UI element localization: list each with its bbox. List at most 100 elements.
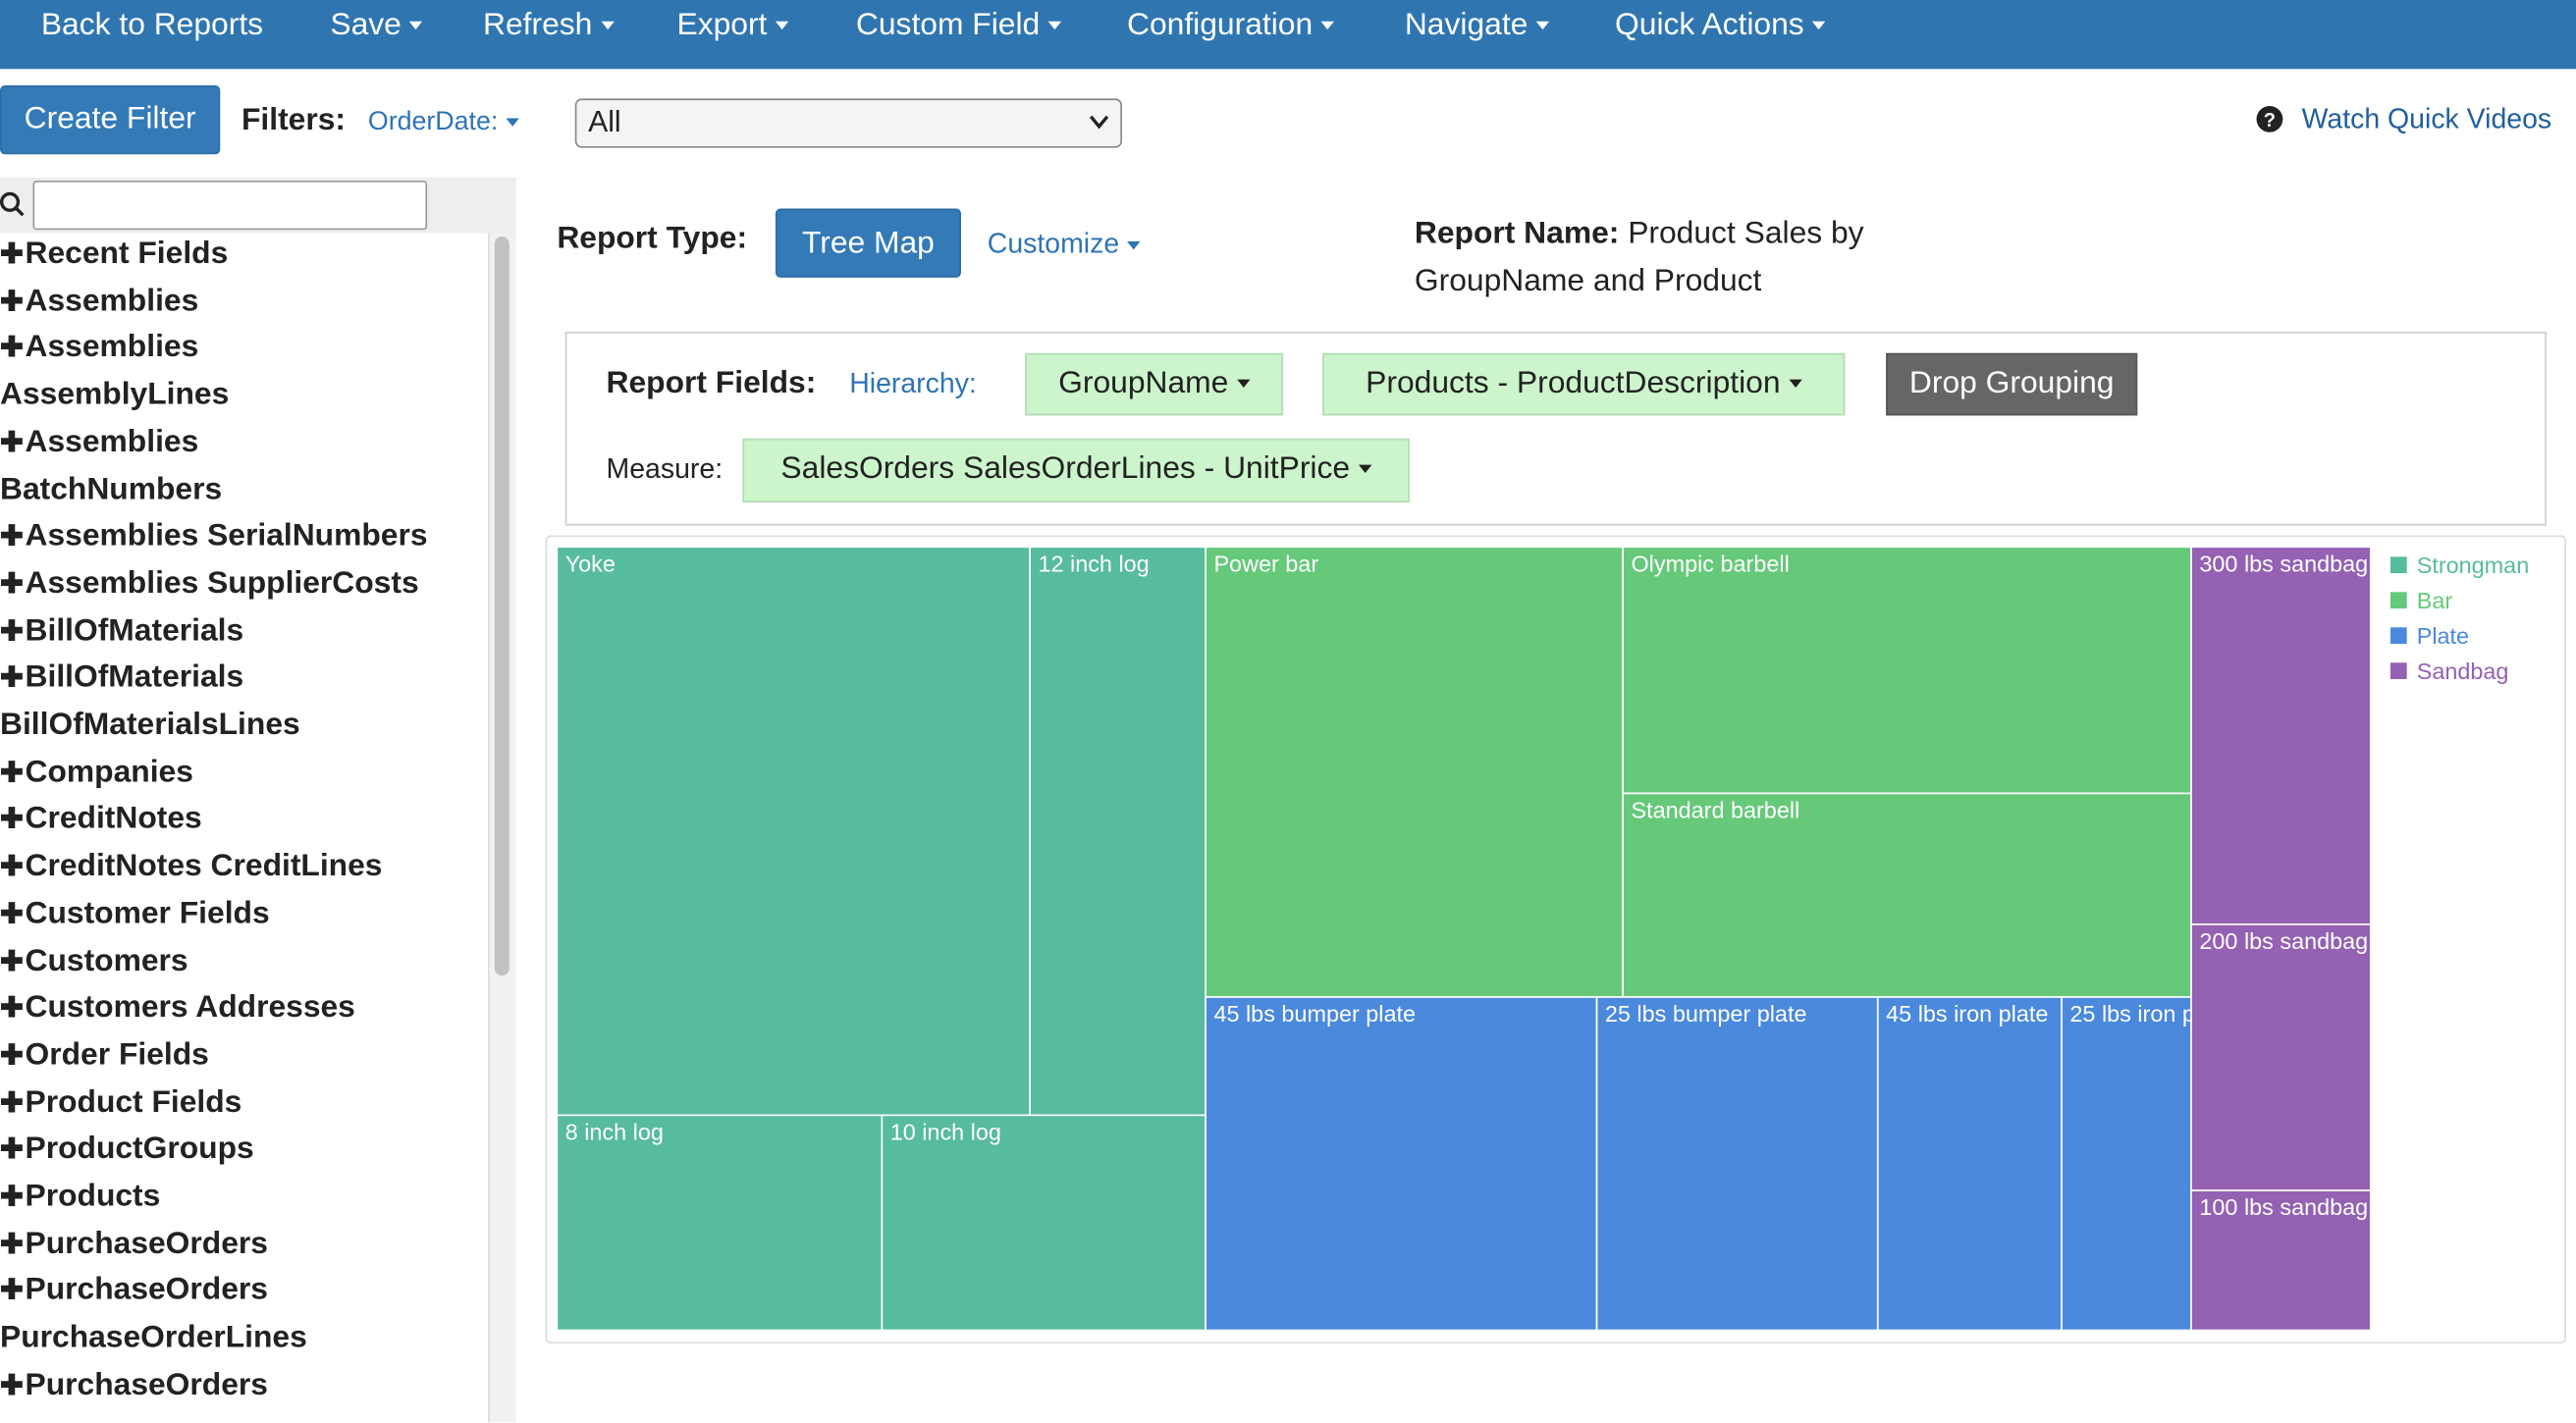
treemap-cell[interactable] [2190,546,2372,925]
cell-label: 25 lbs iron plate [2069,1001,2231,1027]
cell-label: 300 lbs sandbag [2199,551,2368,576]
sidebar-item[interactable]: Assemblies SupplierCosts [0,566,419,603]
sidebar-item[interactable]: PurchaseOrders [0,1368,268,1404]
sidebar-item[interactable]: Customers [0,943,188,979]
scrollbar-thumb[interactable] [494,236,510,976]
nav-menu-item[interactable]: Custom Field [856,8,1061,44]
legend-label: Bar [2417,588,2453,613]
treemap-cell[interactable] [1876,996,2063,1332]
sidebar-item[interactable]: BillOfMaterialsLines [0,708,300,743]
treemap-cell[interactable] [1029,546,1207,1117]
search-icon [0,191,25,217]
treemap-cell[interactable] [2190,923,2372,1191]
treemap-cell[interactable] [556,1114,884,1332]
report-name: Report Name: Product Sales by GroupName … [1415,210,1907,305]
sidebar-item[interactable]: PurchaseOrderLines [0,1320,307,1355]
sidebar-item[interactable]: BillOfMaterials [0,613,244,650]
sidebar-item[interactable]: BillOfMaterials [0,660,244,697]
report-name-value: Product Sales by GroupName and Product [1414,216,1864,299]
sidebar-item[interactable]: Products [0,1180,161,1216]
sidebar-item[interactable]: Assemblies [0,425,199,461]
sidebar-item[interactable]: AssemblyLines [0,378,230,413]
legend-swatch [2389,592,2407,609]
sidebar-item[interactable]: PurchaseOrders [0,1274,268,1310]
nav-menu-item[interactable]: Refresh [483,8,614,44]
nav-bar: Back to Reports Save Refresh Export Custom F… [0,0,2576,70]
sidebar-item[interactable]: Order Fields [0,1037,209,1074]
create-filter-button[interactable]: Create Filter [0,85,221,155]
cell-label: 10 inch log [890,1119,1001,1144]
cell-label: 8 inch log [565,1119,664,1144]
sidebar-search-input[interactable] [32,181,428,231]
report-type-button[interactable]: Tree Map [775,208,961,278]
sidebar-item[interactable]: Assemblies [0,331,199,367]
hierarchy-field-button[interactable]: GroupName [1025,352,1284,416]
sidebar-item[interactable]: Assemblies SerialNumbers [0,519,428,555]
treemap-cell[interactable] [1622,792,2192,998]
nav-menu-item[interactable]: Back to Reports [40,8,264,43]
treemap-cell[interactable] [1205,546,1624,998]
sidebar-item[interactable]: CreditNotes CreditLines [0,849,383,885]
cell-label: 45 lbs bumper plate [1213,1001,1416,1027]
report-fields-panel [564,332,2547,526]
legend-swatch [2389,627,2407,645]
legend-swatch [2389,662,2407,679]
treemap-cell[interactable] [2190,1189,2372,1332]
cell-label: Olympic barbell [1631,551,1789,576]
hierarchy-field-button[interactable]: Products - ProductDescription [1322,352,1846,416]
legend-label: Sandbag [2417,659,2509,684]
scrollbar-track [488,233,516,1423]
cell-label: 200 lbs sandbag [2199,928,2368,954]
sidebar-search-bar [0,177,516,234]
sidebar-item[interactable]: Companies [0,755,193,791]
filter-field[interactable]: OrderDate: [368,108,519,137]
legend-label: Plate [2417,623,2469,649]
legend-label: Strongman [2417,553,2530,578]
sidebar-item[interactable]: Recent Fields [0,237,229,273]
nav-menu-item[interactable]: Quick Actions [1615,8,1825,44]
select-chevron [1089,115,1109,130]
sidebar-item[interactable]: CreditNotes [0,802,202,838]
treemap-cell[interactable] [556,546,1031,1117]
nav-menu-item[interactable]: Save [330,8,422,44]
treemap-cell[interactable] [2061,996,2192,1332]
sidebar-item[interactable]: PurchaseOrders [0,1227,268,1263]
chart-panel [545,535,2567,1344]
sidebar-item[interactable]: ProductGroups [0,1133,254,1169]
svg-text:?: ? [2264,110,2276,132]
sidebar-item[interactable]: Customers Addresses [0,990,355,1027]
nav-menu-item[interactable]: Configuration [1127,8,1334,44]
measure-button[interactable]: SalesOrders SalesOrderLines - UnitPrice [742,438,1410,503]
nav-menu-item[interactable]: Navigate [1405,8,1549,44]
measure-label: Measure: [606,452,724,485]
cell-label: 45 lbs iron plate [1886,1001,2048,1027]
filter-select-value: All [588,105,621,138]
cell-label: 12 inch log [1038,551,1149,576]
cell-label: 25 lbs bumper plate [1605,1001,1807,1027]
sidebar-item[interactable]: Product Fields [0,1085,242,1122]
legend-swatch [2389,556,2407,574]
treemap-cell[interactable] [1595,996,1879,1332]
treemap-chart: Yoke 12 inch log 8 inch log 10 inch log Powe… [556,546,2530,1332]
report-type-label: Report Type: [557,221,748,257]
report-fields-label: Report Fields: [606,366,817,401]
cell-label: 100 lbs sandbag [2199,1194,2368,1220]
sidebar-item[interactable]: Assemblies [0,284,199,320]
cell-label: Yoke [565,551,616,576]
treemap-cell[interactable] [881,1114,1207,1332]
help-icon[interactable]: ? [2256,105,2283,132]
filter-select[interactable]: All [574,98,1123,148]
treemap-cell[interactable] [1622,546,2192,795]
quick-videos-link[interactable]: Watch Quick Videos [2301,103,2552,135]
customize-link[interactable]: Customize [988,229,1141,261]
cell-label: Power bar [1213,551,1318,576]
drop-grouping-button[interactable]: Drop Grouping [1886,352,2138,416]
hierarchy-label: Hierarchy: [849,367,977,399]
sidebar-item[interactable]: Customer Fields [0,896,270,932]
treemap-cell[interactable] [1205,996,1598,1332]
nav-menu-item[interactable]: Export [676,8,788,44]
sidebar-item[interactable]: BatchNumbers [0,472,223,507]
